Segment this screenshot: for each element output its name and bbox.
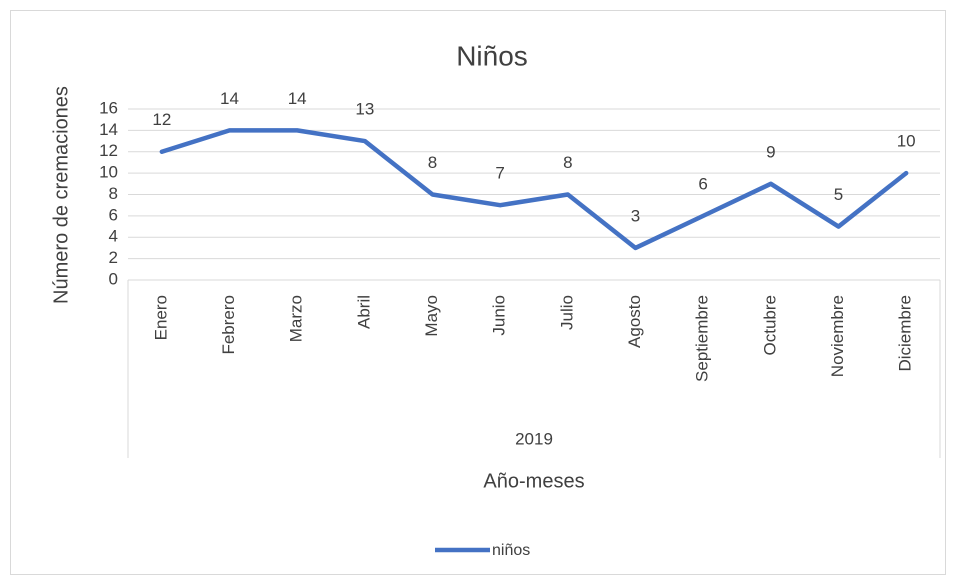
- x-tick-label: Agosto: [625, 295, 644, 348]
- x-tick-label: Enero: [151, 295, 170, 340]
- data-label: 13: [355, 100, 374, 119]
- data-label: 8: [428, 153, 437, 172]
- x-tick-label: Septiembre: [693, 295, 712, 382]
- data-label: 6: [698, 174, 707, 193]
- y-axis-title: Número de cremaciones: [50, 86, 72, 304]
- y-tick-label: 0: [109, 269, 118, 288]
- data-label: 8: [563, 153, 572, 172]
- y-tick-label: 4: [109, 227, 118, 246]
- data-label: 10: [897, 132, 916, 151]
- x-tick-label: Diciembre: [896, 295, 915, 372]
- x-tick-label: Junio: [490, 295, 509, 336]
- series-line: [159, 128, 909, 251]
- data-label: 12: [152, 110, 171, 129]
- y-tick-label: 12: [99, 141, 118, 160]
- data-label: 14: [288, 89, 307, 108]
- data-label: 3: [631, 206, 640, 225]
- x-axis-title: Año-meses: [483, 470, 584, 492]
- chart-title: Niños: [456, 40, 528, 71]
- y-tick-label: 8: [109, 184, 118, 203]
- x-tick-label: Marzo: [287, 295, 306, 342]
- y-tick-label: 6: [109, 205, 118, 224]
- data-label: 14: [220, 89, 239, 108]
- category-group-label: 2019: [515, 429, 553, 448]
- chart-border: [10, 10, 946, 575]
- y-tick-label: 16: [99, 98, 118, 117]
- x-tick-label: Abril: [354, 295, 373, 329]
- y-tick-label: 10: [99, 163, 118, 182]
- x-tick-label: Julio: [557, 295, 576, 330]
- x-tick-label: Octubre: [760, 295, 779, 355]
- x-tick-label: Mayo: [422, 295, 441, 337]
- x-tick-label: Noviembre: [828, 295, 847, 377]
- y-tick-label: 14: [99, 120, 118, 139]
- x-tick-label: Febrero: [219, 295, 238, 355]
- data-label: 9: [766, 142, 775, 161]
- data-label: 7: [495, 164, 504, 183]
- data-label: 5: [834, 185, 843, 204]
- y-tick-label: 2: [109, 248, 118, 267]
- legend-label: niños: [492, 542, 530, 559]
